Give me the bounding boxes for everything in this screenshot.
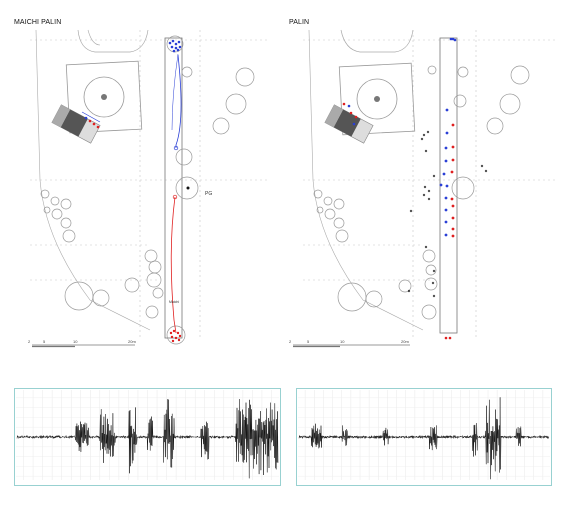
left-waveform-signal	[16, 399, 279, 479]
right-scale-tick-1: 5	[307, 339, 310, 344]
left-plan-drawing: PG Maichi 2 5 10 20m	[28, 29, 270, 348]
left-red-track	[169, 194, 182, 343]
right-site-plan: PALIN	[283, 0, 567, 360]
left-scale-bar: 2 5 10 20m	[28, 339, 136, 348]
left-long-strip	[164, 37, 183, 339]
left-note-label: Maichi	[169, 300, 179, 304]
right-blue-points	[439, 37, 457, 237]
right-scale-bar: 2 5 10 20m	[289, 339, 410, 348]
left-scale-tick-0: 2	[28, 339, 31, 344]
waveform-line	[16, 399, 279, 479]
left-pg-label: PG	[205, 191, 212, 197]
right-long-strip	[439, 37, 458, 334]
right-red-points	[444, 123, 455, 340]
left-building-markers	[81, 111, 101, 129]
left-dotted-grid	[30, 30, 270, 340]
right-black-marks	[407, 130, 488, 298]
left-pg-point	[186, 186, 190, 190]
left-trees	[40, 35, 255, 345]
left-scale-tick-3: 20m	[128, 339, 136, 344]
right-plan-title: PALIN	[289, 19, 310, 26]
left-building	[51, 104, 101, 144]
right-scale-tick-2: 10	[340, 339, 345, 344]
left-scale-tick-1: 5	[43, 339, 46, 344]
right-scale-tick-3: 20m	[401, 339, 409, 344]
right-waveform-grid	[298, 390, 550, 480]
left-site-plan: MAICHI PALIN	[0, 0, 283, 360]
right-waveform-signal	[298, 397, 549, 480]
left-site-boundary	[35, 29, 151, 331]
left-top-arc	[77, 29, 149, 53]
left-blue-track	[168, 39, 182, 151]
right-plan-drawing: 2 5 10 20m	[289, 29, 558, 348]
left-plan-title: MAICHI PALIN	[14, 19, 62, 26]
left-scale-tick-2: 10	[73, 339, 78, 344]
right-scale-tick-0: 2	[289, 339, 292, 344]
right-waveform	[296, 388, 552, 486]
left-pavilion	[65, 60, 143, 134]
left-waveform	[14, 388, 281, 486]
waveform-line	[298, 397, 549, 480]
